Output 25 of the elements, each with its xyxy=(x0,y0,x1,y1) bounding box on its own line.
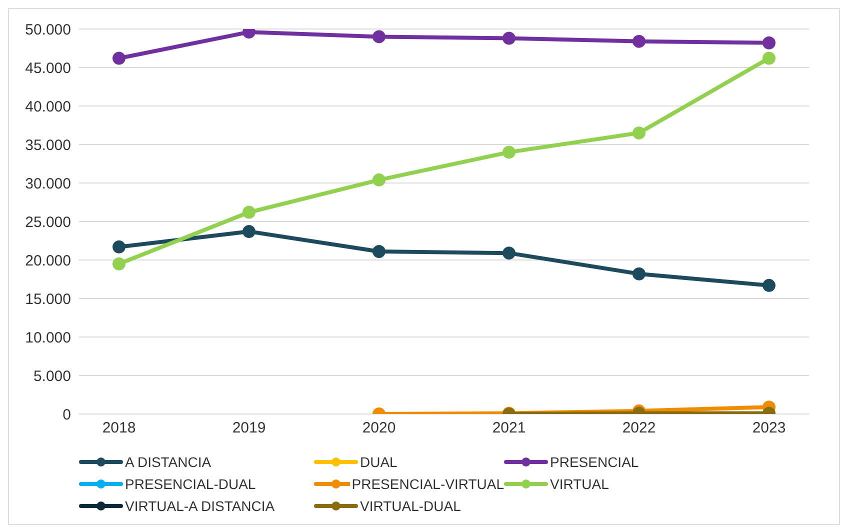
legend-label: PRESENCIAL-DUAL xyxy=(125,476,256,492)
legend-label: VIRTUAL-DUAL xyxy=(360,498,461,514)
y-tick-label: 50.000 xyxy=(25,21,71,38)
legend-label: PRESENCIAL-VIRTUAL xyxy=(352,476,504,492)
x-tick-label: 2020 xyxy=(362,420,396,437)
y-tick-label: 20.000 xyxy=(25,252,71,270)
y-tick-label: 45.000 xyxy=(25,60,71,77)
x-tick-label: 2018 xyxy=(102,420,136,437)
y-tick-label: 15.000 xyxy=(25,290,71,308)
legend-label: VIRTUAL xyxy=(550,476,609,492)
y-tick-label: 35.000 xyxy=(25,136,71,154)
y-tick-label: 40.000 xyxy=(25,98,71,116)
y-tick-label: 0 xyxy=(62,406,71,424)
x-tick-label: 2023 xyxy=(752,420,786,437)
y-tick-label: 25.000 xyxy=(25,214,71,231)
y-tick-label: 10.000 xyxy=(25,329,71,346)
x-tick-label: 2021 xyxy=(492,420,526,437)
y-tick-label: 5.000 xyxy=(33,368,71,385)
x-tick-label: 2019 xyxy=(232,420,266,437)
legend-label: PRESENCIAL xyxy=(550,454,639,470)
legend-label: VIRTUAL-A DISTANCIA xyxy=(125,498,275,514)
legend-label: A DISTANCIA xyxy=(125,454,212,470)
x-tick-label: 2022 xyxy=(622,420,656,437)
legend-label: DUAL xyxy=(360,454,398,470)
y-tick-label: 30.000 xyxy=(25,175,71,192)
